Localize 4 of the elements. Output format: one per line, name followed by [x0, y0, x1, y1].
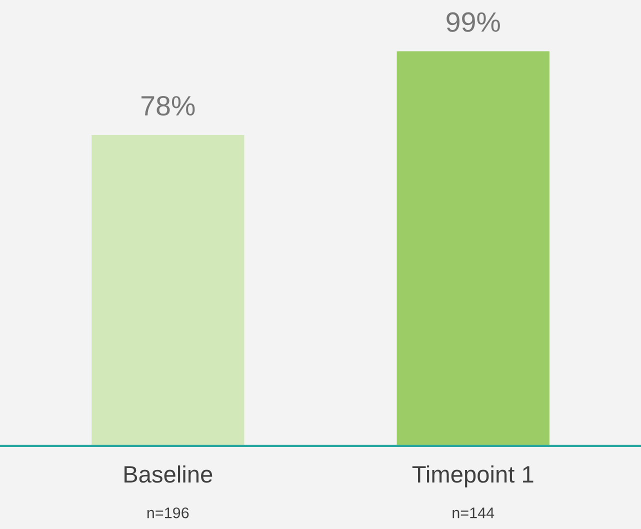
data-label: 78%: [142, 96, 195, 116]
data-label: 99%: [446, 12, 500, 32]
category-label: Timepoint 1 n=144: [412, 465, 534, 518]
category-label: Baseline n=196: [124, 465, 212, 518]
